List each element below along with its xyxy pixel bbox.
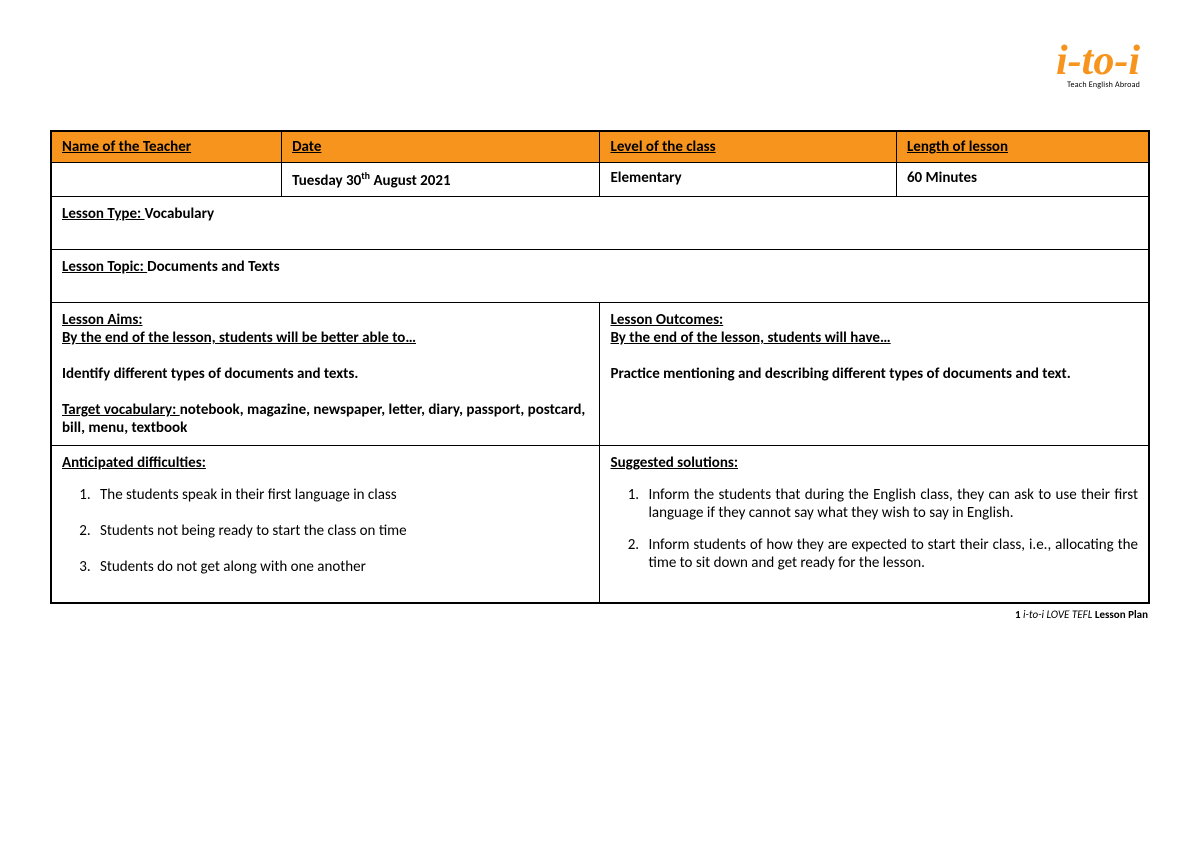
- footer-brand: i-to-i LOVE TEFL: [1023, 608, 1095, 621]
- lesson-topic-label: Lesson Topic:: [62, 258, 147, 276]
- target-vocab-label: Target vocabulary:: [62, 401, 180, 419]
- solutions-list: Inform the students that during the Engl…: [642, 486, 1138, 572]
- lesson-topic-value: Documents and Texts: [147, 258, 280, 276]
- logo-text: i-to-i: [1056, 40, 1140, 82]
- lesson-topic-cell: Lesson Topic: Documents and Texts: [51, 250, 1149, 303]
- brand-logo: i-to-i Teach English Abroad: [1056, 40, 1140, 90]
- lesson-topic-row: Lesson Topic: Documents and Texts: [51, 250, 1149, 303]
- footer-plain: Lesson Plan: [1095, 608, 1148, 621]
- lesson-outcomes-cell: Lesson Outcomes: By the end of the lesso…: [600, 303, 1149, 446]
- target-vocab-line: Target vocabulary: notebook, magazine, n…: [62, 401, 589, 437]
- header-teacher: Name of the Teacher: [51, 131, 282, 163]
- header-row: Name of the Teacher Date Level of the cl…: [51, 131, 1149, 163]
- difficulty-item: Students not being ready to start the cl…: [94, 522, 589, 540]
- difficulties-cell: Anticipated difficulties: The students s…: [51, 446, 600, 604]
- value-teacher: [51, 163, 282, 197]
- value-row: Tuesday 30th August 2021 Elementary 60 M…: [51, 163, 1149, 197]
- solution-item: Inform students of how they are expected…: [642, 536, 1138, 572]
- difficulties-solutions-row: Anticipated difficulties: The students s…: [51, 446, 1149, 604]
- difficulties-list: The students speak in their first langua…: [94, 486, 589, 576]
- aims-body: Identify different types of documents an…: [62, 365, 589, 383]
- header-level: Level of the class: [600, 131, 896, 163]
- logo-subtitle: Teach English Abroad: [1056, 80, 1140, 90]
- aims-sub: By the end of the lesson, students will …: [62, 329, 589, 347]
- lesson-aims-cell: Lesson Aims: By the end of the lesson, s…: [51, 303, 600, 446]
- solutions-heading: Suggested solutions:: [610, 454, 1138, 472]
- lesson-type-label: Lesson Type:: [62, 205, 145, 223]
- date-suffix: August 2021: [370, 172, 451, 190]
- header-date: Date: [282, 131, 600, 163]
- solutions-cell: Suggested solutions: Inform the students…: [600, 446, 1149, 604]
- difficulty-item: Students do not get along with one anoth…: [94, 558, 589, 576]
- header-length: Length of lesson: [896, 131, 1149, 163]
- difficulties-heading: Anticipated difficulties:: [62, 454, 589, 472]
- page-footer: 1 i-to-i LOVE TEFL Lesson Plan: [50, 608, 1150, 621]
- outcomes-body: Practice mentioning and describing diffe…: [610, 365, 1138, 383]
- lesson-plan-table: Name of the Teacher Date Level of the cl…: [50, 130, 1150, 604]
- value-date: Tuesday 30th August 2021: [282, 163, 600, 197]
- value-length: 60 Minutes: [896, 163, 1149, 197]
- solution-item: Inform the students that during the Engl…: [642, 486, 1138, 522]
- footer-page: 1: [1015, 608, 1023, 621]
- date-ordinal: th: [361, 169, 370, 182]
- lesson-type-value: Vocabulary: [145, 205, 215, 223]
- difficulty-item: The students speak in their first langua…: [94, 486, 589, 504]
- value-level: Elementary: [600, 163, 896, 197]
- lesson-type-row: Lesson Type: Vocabulary: [51, 197, 1149, 250]
- outcomes-sub: By the end of the lesson, students will …: [610, 329, 1138, 347]
- outcomes-heading: Lesson Outcomes:: [610, 311, 1138, 329]
- aims-outcomes-row: Lesson Aims: By the end of the lesson, s…: [51, 303, 1149, 446]
- aims-heading: Lesson Aims:: [62, 311, 589, 329]
- lesson-plan-page: i-to-i Teach English Abroad Name of the …: [0, 0, 1200, 641]
- lesson-type-cell: Lesson Type: Vocabulary: [51, 197, 1149, 250]
- date-prefix: Tuesday 30: [292, 172, 361, 190]
